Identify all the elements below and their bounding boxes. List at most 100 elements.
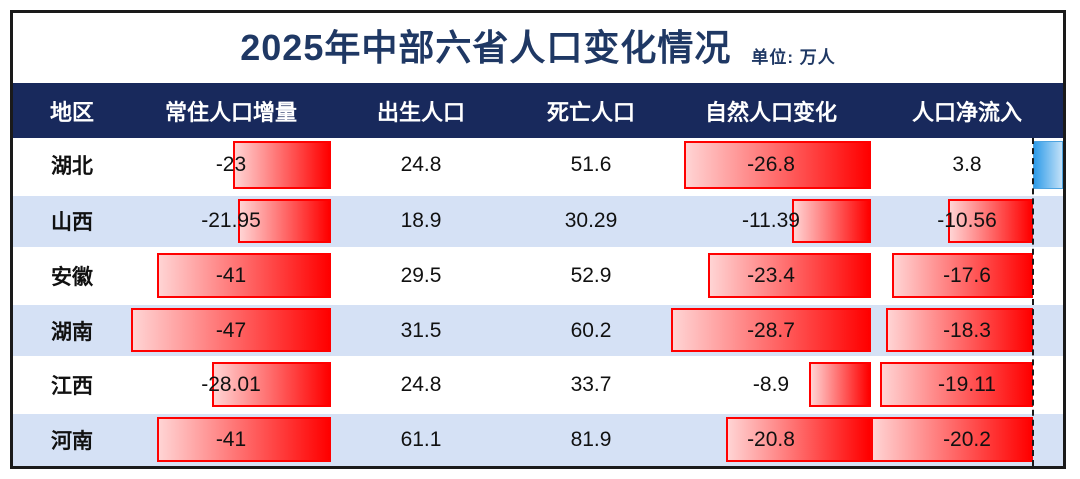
cell-value: 24.8 bbox=[400, 153, 442, 177]
net-inflow-cell: 3.8 bbox=[871, 138, 1063, 193]
page-title: 2025年中部六省人口变化情况 bbox=[240, 27, 732, 68]
col-header-net-inflow: 人口净流入 bbox=[911, 99, 1022, 125]
databar-negative bbox=[871, 416, 1033, 462]
net-inflow-cell: -18.3 bbox=[871, 305, 1063, 357]
cell-value: -26.8 bbox=[747, 153, 795, 177]
cell-value: 30.29 bbox=[564, 209, 618, 233]
cell-value: -28.7 bbox=[747, 318, 795, 342]
population-table-card: 2025年中部六省人口变化情况 单位: 万人 地区 常住人口增量 出生人口 死亡… bbox=[10, 10, 1066, 469]
cell-value: 31.5 bbox=[400, 318, 442, 342]
deaths-cell: 52.9 bbox=[511, 250, 671, 302]
births-cell: 29.5 bbox=[331, 250, 511, 302]
table-row: 山西 -21.95 18.9 30.29 -11.39 -10.56 bbox=[13, 192, 1063, 248]
databar-negative bbox=[156, 416, 331, 462]
deaths-cell: 51.6 bbox=[511, 138, 671, 193]
databar-negative bbox=[808, 362, 871, 407]
databar-positive bbox=[1032, 141, 1063, 189]
table-row: 安徽 -41 29.5 52.9 -23.4 -17.6 bbox=[13, 247, 1063, 302]
databar-negative bbox=[886, 307, 1033, 353]
col-header-natural-change: 自然人口变化 bbox=[704, 99, 837, 125]
databar-negative bbox=[671, 307, 871, 353]
cell-value: -47 bbox=[215, 318, 247, 342]
databar-negative bbox=[891, 253, 1033, 298]
resident-change-cell: -41 bbox=[131, 414, 331, 466]
region-label: 湖南 bbox=[51, 320, 93, 344]
region-label: 湖北 bbox=[51, 155, 93, 179]
deaths-cell: 30.29 bbox=[511, 196, 671, 248]
cell-value: 61.1 bbox=[400, 427, 442, 451]
births-cell: 18.9 bbox=[331, 196, 511, 248]
title-bar: 2025年中部六省人口变化情况 单位: 万人 bbox=[13, 13, 1063, 83]
resident-change-cell: -23 bbox=[131, 138, 331, 193]
cell-value: 24.8 bbox=[400, 373, 442, 397]
databar-negative bbox=[707, 253, 871, 298]
natural-change-cell: -28.7 bbox=[671, 305, 871, 357]
databar-negative bbox=[879, 362, 1033, 407]
natural-change-cell: -26.8 bbox=[671, 138, 871, 193]
cell-value: -41 bbox=[215, 427, 247, 451]
region-cell: 江西 bbox=[13, 359, 131, 411]
deaths-cell: 60.2 bbox=[511, 305, 671, 357]
databar-negative bbox=[684, 141, 871, 189]
cell-value: -23 bbox=[215, 153, 247, 177]
region-label: 安徽 bbox=[51, 265, 93, 289]
cell-value: -8.9 bbox=[752, 373, 790, 397]
births-cell: 31.5 bbox=[331, 305, 511, 357]
table-row: 河南 -41 61.1 81.9 -20.8 -20.2 bbox=[13, 410, 1063, 466]
cell-value: -10.56 bbox=[937, 209, 997, 233]
cell-value: -17.6 bbox=[943, 263, 991, 287]
births-cell: 24.8 bbox=[331, 359, 511, 411]
cell-value: 81.9 bbox=[570, 427, 612, 451]
col-header-births: 出生人口 bbox=[376, 99, 465, 125]
net-inflow-cell: -20.2 bbox=[871, 414, 1063, 466]
deaths-cell: 33.7 bbox=[511, 359, 671, 411]
resident-change-cell: -28.01 bbox=[131, 359, 331, 411]
cell-value: 18.9 bbox=[400, 209, 442, 233]
cell-value: -28.01 bbox=[201, 373, 261, 397]
natural-change-cell: -20.8 bbox=[671, 414, 871, 466]
table-header: 地区 常住人口增量 出生人口 死亡人口 自然人口变化 人口净流入 bbox=[13, 83, 1063, 138]
databar-axis-line bbox=[1032, 138, 1034, 466]
region-cell: 湖南 bbox=[13, 305, 131, 357]
natural-change-cell: -8.9 bbox=[671, 359, 871, 411]
region-label: 河南 bbox=[51, 429, 93, 453]
cell-value: -19.11 bbox=[938, 373, 996, 397]
col-header-region: 地区 bbox=[49, 99, 94, 125]
births-cell: 61.1 bbox=[331, 414, 511, 466]
region-cell: 安徽 bbox=[13, 250, 131, 302]
cell-value: 3.8 bbox=[952, 153, 982, 177]
cell-value: -20.8 bbox=[747, 427, 795, 451]
deaths-cell: 81.9 bbox=[511, 414, 671, 466]
cell-value: -11.39 bbox=[742, 209, 800, 233]
region-label: 山西 bbox=[51, 211, 93, 235]
cell-value: -18.3 bbox=[943, 318, 991, 342]
natural-change-cell: -23.4 bbox=[671, 250, 871, 302]
births-cell: 24.8 bbox=[331, 138, 511, 193]
table-row: 江西 -28.01 24.8 33.7 -8.9 -19.11 bbox=[13, 356, 1063, 411]
resident-change-cell: -21.95 bbox=[131, 196, 331, 248]
databar-negative bbox=[726, 416, 871, 462]
table-row: 湖北 -23 24.8 51.6 -26.8 3.8 bbox=[13, 138, 1063, 193]
table-row: 湖南 -47 31.5 60.2 -28.7 -18.3 bbox=[13, 301, 1063, 357]
cell-value: 51.6 bbox=[570, 153, 612, 177]
databar-negative bbox=[211, 362, 331, 407]
unit-label: 单位: 万人 bbox=[751, 47, 836, 67]
cell-value: 60.2 bbox=[570, 318, 612, 342]
region-cell: 河南 bbox=[13, 414, 131, 466]
cell-value: -21.95 bbox=[201, 209, 261, 233]
databar-negative bbox=[948, 198, 1033, 244]
net-inflow-cell: -10.56 bbox=[871, 196, 1063, 248]
net-inflow-cell: -17.6 bbox=[871, 250, 1063, 302]
resident-change-cell: -41 bbox=[131, 250, 331, 302]
natural-change-cell: -11.39 bbox=[671, 196, 871, 248]
resident-change-cell: -47 bbox=[131, 305, 331, 357]
databar-negative bbox=[791, 198, 871, 244]
region-cell: 湖北 bbox=[13, 138, 131, 193]
databar-negative bbox=[156, 253, 331, 298]
databar-negative bbox=[131, 307, 331, 353]
table-body: 湖北 -23 24.8 51.6 -26.8 3.8 山西 -21.95 18.… bbox=[13, 138, 1063, 466]
net-inflow-cell: -19.11 bbox=[871, 359, 1063, 411]
databar-negative bbox=[237, 198, 331, 244]
cell-value: -20.2 bbox=[943, 427, 991, 451]
col-header-deaths: 死亡人口 bbox=[546, 99, 635, 125]
